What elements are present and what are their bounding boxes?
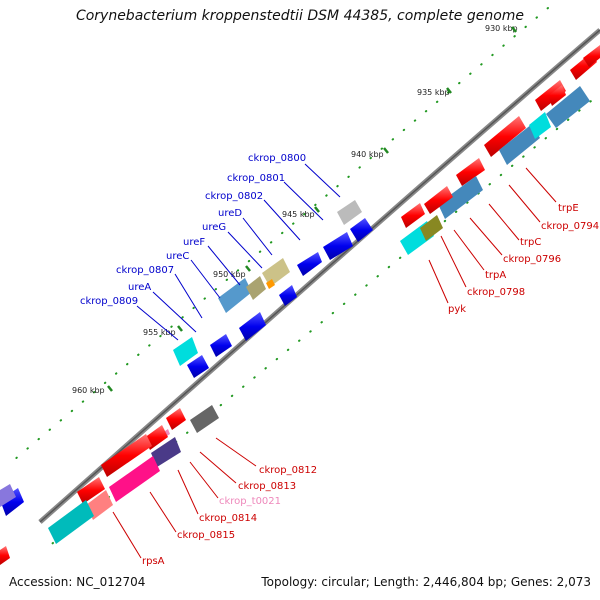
gene-cyan-bottom: [48, 500, 94, 544]
kbp-label: 935 kbp: [417, 88, 450, 97]
inner-labels: trpE ckrop_0794 trpC ckrop_0796 trpA ckr…: [142, 203, 599, 567]
gene-0817: [0, 488, 24, 516]
gene-label: ureA: [128, 282, 151, 293]
gene-label: ckrop_0800: [248, 153, 306, 164]
gene-ckrop_0812: [190, 405, 219, 433]
gene-label: rpsA: [142, 556, 165, 567]
gene-ckrop_0807: [246, 276, 266, 300]
gene-red-inner: [548, 85, 566, 106]
inner-label-leaders: [112, 167, 557, 559]
gene-0791: [583, 45, 600, 67]
outer-scale-dots: [13, 7, 600, 553]
gene-label: ckrop_0801: [227, 173, 285, 184]
gene-trpA: [424, 186, 453, 214]
gene-cyan-inner: [529, 112, 551, 139]
gene-ureC: [262, 258, 290, 287]
gene-0810: [173, 337, 198, 366]
major-ticks: [107, 26, 517, 392]
gene-label: ureF: [183, 237, 205, 248]
accession-text: Accession: NC_012704: [9, 575, 146, 589]
gene-pink-big: [109, 456, 160, 502]
forward-genes: [0, 200, 373, 520]
gene-blue-inner2: [546, 86, 590, 128]
gene-ureF: [297, 252, 322, 276]
gene-ckrop_0798: [401, 203, 425, 228]
gene-label: ckrop_0796: [503, 254, 561, 265]
gene-label: ckrop_0798: [467, 287, 525, 298]
gene-label: ureD: [218, 208, 242, 219]
gene-0818: [0, 484, 16, 507]
kbp-label: 950 kbp: [213, 270, 246, 279]
gene-orange: [266, 279, 275, 289]
gene-label: ckrop_0814: [199, 513, 257, 524]
gene-label: ckrop_0812: [259, 465, 317, 476]
gene-ckrop_0801: [279, 285, 297, 306]
backbone-inner: [39, 29, 600, 523]
gene-red-left: [0, 546, 10, 565]
gene-ureG: [323, 232, 353, 260]
map-title: Corynebacterium kroppenstedtii DSM 44385…: [75, 8, 525, 24]
gene-ckrop_0809: [210, 334, 232, 357]
kbp-label: 960 kbp: [72, 386, 105, 395]
gene-ckrop_0815: [151, 437, 181, 467]
gene-label: ckrop_0807: [116, 265, 174, 276]
gene-label: ureG: [202, 222, 226, 233]
gene-trpC: [456, 158, 485, 186]
gene-0816: [77, 477, 105, 504]
genome-summary: Topology: circular; Length: 2,446,804 bp…: [261, 575, 591, 589]
kbp-labels: 930 kbp 935 kbp 940 kbp 945 kbp 950 kbp …: [72, 24, 518, 395]
gene-label: ckrop_0815: [177, 530, 235, 541]
gene-ckrop_0813: [166, 408, 186, 430]
gene-blue-inner: [499, 124, 540, 165]
outer-label-leaders: [136, 163, 341, 341]
gene-label: ckrop_0794: [541, 221, 599, 232]
gene-ureD: [350, 218, 373, 242]
gene-label: trpA: [485, 270, 506, 281]
gene-label: trpC: [520, 237, 541, 248]
gene-pink: [86, 490, 113, 520]
outer-labels: ckrop_0800 ckrop_0801 ckrop_0802 ureD ur…: [80, 153, 306, 307]
kbp-label: 930 kbp: [485, 24, 518, 33]
gene-olive: [420, 215, 443, 241]
gene-ckrop_0802: [239, 312, 266, 341]
gene-label: ckrop_0809: [80, 296, 138, 307]
gene-0811: [187, 355, 209, 378]
gene-ureA: [218, 278, 252, 313]
kbp-label: 955 kbp: [143, 328, 176, 337]
gene-label: ckrop_0813: [238, 481, 296, 492]
reverse-genes: [0, 45, 600, 565]
gene-ckrop_0796: [438, 176, 483, 219]
gene-label: ckrop_0802: [205, 191, 263, 202]
gene-label: ureC: [166, 251, 189, 262]
gene-label: ckrop_t0021: [219, 496, 281, 507]
gene-rpsA: [101, 434, 152, 477]
kbp-label: 940 kbp: [351, 150, 384, 159]
gene-label: trpE: [558, 203, 579, 214]
kbp-label: 945 kbp: [282, 210, 315, 219]
gene-ckrop_0800: [337, 200, 362, 225]
gene-trpE: [484, 116, 526, 157]
gene-label: pyk: [448, 304, 466, 315]
